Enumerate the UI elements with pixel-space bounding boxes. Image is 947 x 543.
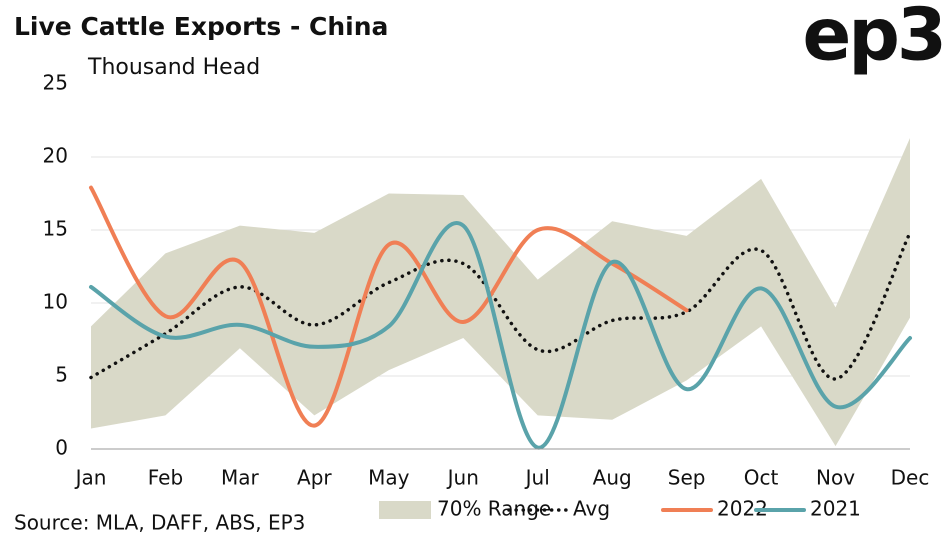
x-tick-label: Nov	[816, 466, 855, 490]
x-tick-label: Oct	[744, 466, 779, 490]
legend-label: Avg	[573, 497, 610, 521]
legend-swatch	[379, 501, 431, 519]
x-tick-label: Aug	[593, 466, 632, 490]
y-tick-label: 0	[55, 436, 68, 460]
logo: ep3	[803, 0, 944, 77]
chart-title: Live Cattle Exports - China	[14, 12, 388, 41]
y-tick-label: 5	[55, 363, 68, 387]
series-line	[89, 221, 912, 450]
x-tick-label: Sep	[668, 466, 706, 490]
x-tick-label: Dec	[891, 466, 930, 490]
x-tick-label: Apr	[297, 466, 332, 490]
source-note: Source: MLA, DAFF, ABS, EP3	[14, 511, 305, 535]
x-tick-label: Jul	[524, 466, 550, 490]
x-tick-label: Jan	[74, 466, 107, 490]
x-tick-label: Jun	[446, 466, 479, 490]
legend-label: 2021	[810, 497, 861, 521]
y-tick-label: 10	[43, 290, 68, 314]
x-tick-label: May	[368, 466, 410, 490]
range-band	[91, 138, 910, 447]
x-tick-label: Mar	[221, 466, 260, 490]
legend-label: 70% Range	[437, 497, 551, 521]
chart-subtitle: Thousand Head	[87, 55, 260, 80]
series-line	[89, 185, 689, 428]
y-tick-label: 15	[43, 217, 68, 241]
y-tick-label: 25	[43, 71, 68, 95]
series-line	[89, 231, 912, 381]
legend: 70% Range Avg 2022 2021	[379, 497, 861, 521]
y-tick-label: 20	[43, 144, 68, 168]
plot	[89, 138, 912, 450]
x-tick-label: Feb	[148, 466, 183, 490]
